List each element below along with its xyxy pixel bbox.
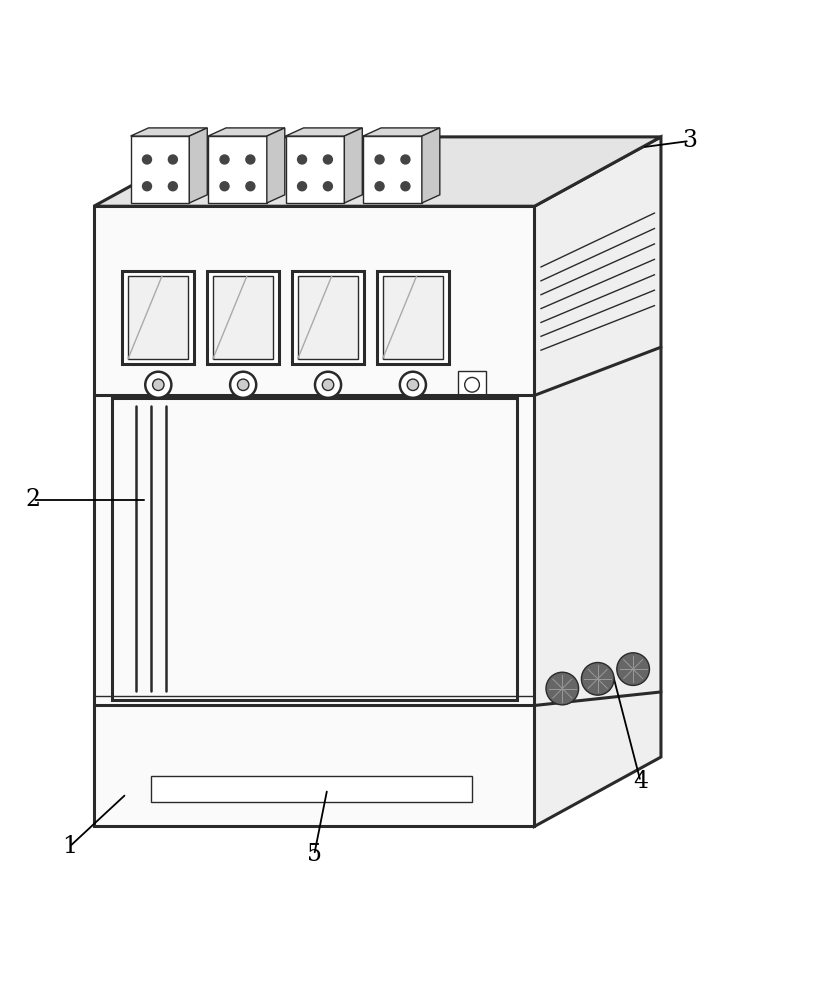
Circle shape: [220, 155, 229, 164]
Circle shape: [168, 182, 177, 191]
Text: 3: 3: [682, 129, 697, 152]
Circle shape: [546, 672, 579, 705]
Polygon shape: [534, 137, 661, 826]
Circle shape: [230, 372, 256, 398]
Circle shape: [581, 663, 614, 695]
Bar: [112, 398, 517, 700]
Text: 1: 1: [62, 835, 77, 858]
Bar: [377, 271, 449, 364]
Circle shape: [298, 182, 307, 191]
Bar: [363, 136, 422, 203]
Bar: [128, 276, 188, 359]
Circle shape: [401, 155, 410, 164]
Polygon shape: [286, 128, 362, 136]
Bar: [383, 276, 443, 359]
Circle shape: [153, 379, 164, 390]
Bar: [458, 371, 486, 398]
Bar: [131, 136, 189, 203]
Polygon shape: [131, 128, 207, 136]
Bar: [292, 271, 364, 364]
Polygon shape: [363, 128, 440, 136]
Circle shape: [375, 155, 384, 164]
Circle shape: [315, 372, 341, 398]
Bar: [213, 276, 273, 359]
Circle shape: [246, 182, 255, 191]
Circle shape: [143, 155, 152, 164]
Circle shape: [298, 155, 307, 164]
Polygon shape: [267, 128, 285, 203]
Polygon shape: [189, 128, 207, 203]
Bar: [94, 206, 534, 826]
Bar: [286, 136, 344, 203]
Circle shape: [401, 182, 410, 191]
Text: 5: 5: [307, 843, 322, 866]
Circle shape: [375, 182, 384, 191]
Circle shape: [617, 653, 650, 685]
Bar: [298, 276, 358, 359]
Polygon shape: [94, 137, 661, 206]
Circle shape: [145, 372, 171, 398]
Polygon shape: [344, 128, 362, 203]
Circle shape: [407, 379, 419, 390]
Text: 4: 4: [633, 770, 648, 793]
Circle shape: [323, 182, 332, 191]
Bar: [122, 271, 194, 364]
Bar: [208, 136, 267, 203]
Polygon shape: [208, 128, 285, 136]
Bar: [207, 271, 279, 364]
Circle shape: [246, 155, 255, 164]
Bar: [151, 776, 472, 802]
Circle shape: [400, 372, 426, 398]
Circle shape: [168, 155, 177, 164]
Circle shape: [143, 182, 152, 191]
Polygon shape: [422, 128, 440, 203]
Text: 2: 2: [25, 488, 40, 512]
Circle shape: [322, 379, 334, 390]
Circle shape: [323, 155, 332, 164]
Circle shape: [237, 379, 249, 390]
Circle shape: [220, 182, 229, 191]
